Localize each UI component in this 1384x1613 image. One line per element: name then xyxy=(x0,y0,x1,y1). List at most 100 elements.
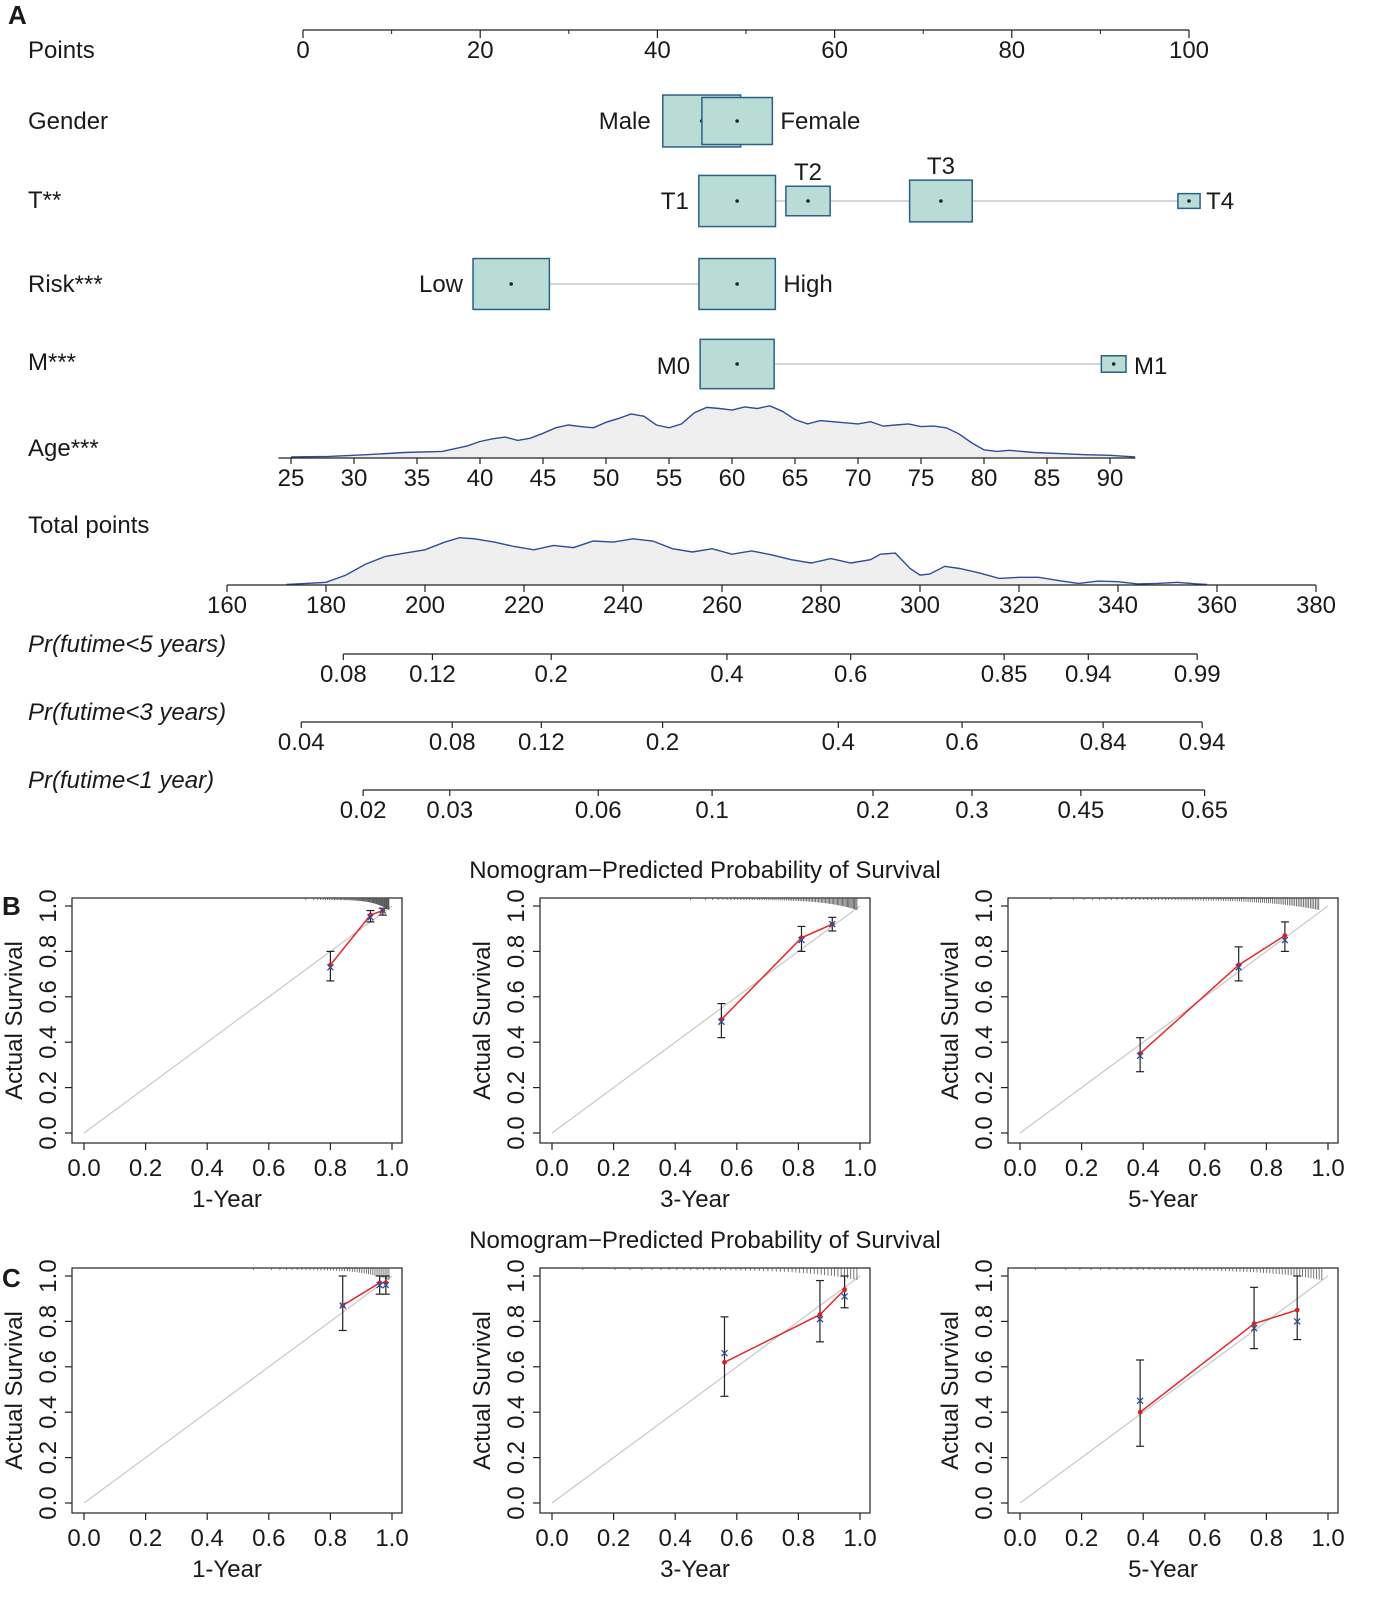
y-tick-label: 0.2 xyxy=(971,1071,998,1104)
predicted-point xyxy=(1137,1409,1143,1415)
y-tick-label: 0.8 xyxy=(971,1305,998,1338)
age-axis-tick-label: 45 xyxy=(530,465,557,492)
x-tick-label: 0.0 xyxy=(67,1155,100,1182)
points-axis-tick-label: 60 xyxy=(821,37,848,64)
y-axis-label: Actual Survival xyxy=(469,941,496,1100)
level-label: T2 xyxy=(794,159,822,186)
y-tick-label: 0.0 xyxy=(971,1116,998,1149)
observed-point xyxy=(1281,936,1289,944)
predicted-point xyxy=(722,1359,727,1365)
x-tick-label: 0.8 xyxy=(314,1525,347,1552)
reference-diagonal xyxy=(83,905,393,1134)
age-density-fill xyxy=(291,405,1136,458)
y-tick-label: 0.6 xyxy=(503,1350,530,1383)
total-points-tick-label: 200 xyxy=(405,592,445,619)
age-label: Age*** xyxy=(28,435,99,462)
prob-5y-tick-label: 0.08 xyxy=(320,661,367,688)
level-label: T3 xyxy=(927,153,955,180)
y-axis-label: Actual Survival xyxy=(469,1311,496,1470)
reference-diagonal xyxy=(1019,905,1329,1134)
x-tick-label: 1.0 xyxy=(375,1525,408,1552)
level-box-center xyxy=(735,282,739,286)
x-tick-label: 0.8 xyxy=(1250,1155,1283,1182)
reference-diagonal xyxy=(551,1275,861,1504)
x-tick-label: 0.6 xyxy=(252,1155,285,1182)
observed-point xyxy=(339,1302,347,1309)
x-tick-label: 1.0 xyxy=(1311,1525,1344,1552)
x-tick-label: 0.4 xyxy=(1127,1155,1160,1182)
prob-1y-tick-label: 0.03 xyxy=(426,797,473,824)
y-tick-label: 0.2 xyxy=(503,1071,530,1104)
prob-3y-label: Pr(futime<3 years) xyxy=(28,699,226,726)
x-tick-label: 0.8 xyxy=(782,1525,815,1552)
y-axis-label: Actual Survival xyxy=(1,1311,28,1470)
x-tick-label: 0.6 xyxy=(1188,1525,1221,1552)
prob-5y-tick-label: 0.2 xyxy=(535,661,568,688)
x-axis-label: 3-Year xyxy=(660,1186,730,1213)
x-tick-label: 0.0 xyxy=(1003,1155,1036,1182)
y-tick-label: 0.0 xyxy=(503,1486,530,1519)
total-points-tick-label: 340 xyxy=(1098,592,1138,619)
y-tick-label: 1.0 xyxy=(971,889,998,922)
nomogram: Points 0 20 40 60 80 100 Gender Male Female T** T1 T… xyxy=(28,29,1336,824)
reference-diagonal xyxy=(83,1275,393,1504)
x-axis-label: 1-Year xyxy=(192,1556,262,1583)
observed-point xyxy=(721,1349,728,1357)
prob-3y-tick-label: 0.08 xyxy=(429,729,476,756)
age-axis-tick-label: 55 xyxy=(656,465,683,492)
y-tick-label: 1.0 xyxy=(35,1259,62,1292)
level-label: T4 xyxy=(1206,188,1234,215)
level-box-center xyxy=(1111,362,1116,366)
prob-5y-tick-label: 0.6 xyxy=(834,661,867,688)
total-points-density-fill xyxy=(286,537,1208,585)
x-tick-label: 0.4 xyxy=(1127,1525,1160,1552)
calibration-panel-b: Nomogram−Predicted Probability of Surviv… xyxy=(1,857,1345,1213)
total-points-tick-label: 220 xyxy=(504,592,544,619)
observed-point xyxy=(382,1281,390,1289)
predicted-point xyxy=(1251,1321,1257,1327)
y-tick-label: 0.4 xyxy=(503,1026,530,1059)
reference-diagonal xyxy=(551,905,861,1134)
prob-1y-label: Pr(futime<1 year) xyxy=(28,767,214,794)
points-axis-tick-label: 40 xyxy=(644,37,671,64)
x-tick-label: 0.0 xyxy=(535,1525,568,1552)
y-tick-label: 0.2 xyxy=(503,1441,530,1474)
points-axis-label: Points xyxy=(28,37,95,64)
points-axis-tick-label: 80 xyxy=(998,37,1025,64)
age-axis-tick-label: 60 xyxy=(719,465,746,492)
x-tick-label: 0.4 xyxy=(191,1525,224,1552)
age-axis-tick-label: 75 xyxy=(908,465,935,492)
x-tick-label: 0.2 xyxy=(129,1155,162,1182)
age-density-line xyxy=(290,405,1136,458)
x-tick-label: 0.0 xyxy=(67,1525,100,1552)
level-box-center xyxy=(735,119,739,123)
level-box-center xyxy=(939,199,943,203)
plot-frame xyxy=(71,897,403,1144)
total-points-tick-label: 240 xyxy=(603,592,643,619)
observed-point xyxy=(816,1315,824,1323)
x-tick-label: 0.4 xyxy=(659,1525,692,1552)
y-tick-label: 0.4 xyxy=(971,1026,998,1059)
observed-point xyxy=(1235,963,1243,971)
prob-1y-tick-label: 0.06 xyxy=(575,797,622,824)
y-tick-label: 0.8 xyxy=(503,1305,530,1338)
level-label: Male xyxy=(599,108,651,135)
age-axis-tick-label: 35 xyxy=(404,465,431,492)
observed-point xyxy=(326,963,334,971)
level-label: High xyxy=(783,271,832,298)
x-tick-label: 0.0 xyxy=(1003,1525,1036,1552)
y-axis-label: Actual Survival xyxy=(937,1311,964,1470)
y-tick-label: 0.8 xyxy=(503,935,530,968)
y-tick-label: 0.6 xyxy=(503,980,530,1013)
points-axis-tick-label: 100 xyxy=(1169,37,1209,64)
plot-frame xyxy=(71,1267,403,1514)
x-tick-label: 0.6 xyxy=(1188,1155,1221,1182)
x-axis-label: 1-Year xyxy=(192,1186,262,1213)
observed-point xyxy=(828,920,836,928)
y-axis-label: Actual Survival xyxy=(937,941,964,1100)
y-tick-label: 0.8 xyxy=(35,1305,62,1338)
total-points-tick-label: 360 xyxy=(1197,592,1237,619)
y-tick-label: 1.0 xyxy=(971,1259,998,1292)
prob-5y-tick-label: 0.4 xyxy=(710,661,743,688)
prob-3y-tick-label: 0.94 xyxy=(1179,729,1226,756)
